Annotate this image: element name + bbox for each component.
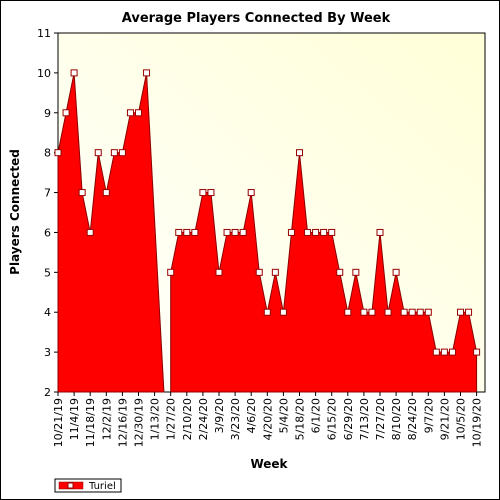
x-tick-label: 6/15/20 bbox=[326, 398, 339, 440]
data-point bbox=[110, 149, 118, 157]
data-point bbox=[384, 308, 392, 316]
data-point bbox=[287, 228, 295, 236]
data-point bbox=[215, 268, 223, 276]
data-point bbox=[457, 308, 464, 316]
area-series-layer bbox=[57, 72, 478, 393]
x-tick-label: 4/6/20 bbox=[245, 398, 258, 433]
data-point bbox=[86, 228, 94, 236]
chart-title: Average Players Connected By Week bbox=[122, 11, 391, 26]
data-point bbox=[408, 308, 416, 316]
y-tick-label: 9 bbox=[44, 107, 51, 120]
data-point bbox=[465, 308, 473, 316]
x-tick-label: 8/10/20 bbox=[390, 398, 403, 440]
data-point bbox=[231, 228, 239, 236]
data-point bbox=[126, 109, 134, 117]
data-point bbox=[239, 228, 247, 236]
x-tick-label: 11/4/19 bbox=[68, 398, 81, 440]
x-tick-label: 4/20/20 bbox=[261, 398, 274, 440]
x-tick-label: 8/24/20 bbox=[406, 398, 419, 440]
x-tick-label: 3/23/20 bbox=[229, 398, 242, 440]
data-point bbox=[473, 348, 481, 356]
y-tick-label: 10 bbox=[37, 67, 51, 80]
data-point bbox=[416, 308, 424, 316]
data-point bbox=[167, 268, 175, 276]
data-point bbox=[183, 228, 191, 236]
x-tick-label: 2/24/20 bbox=[197, 398, 210, 440]
data-point bbox=[352, 268, 360, 276]
x-tick-label: 10/19/20 bbox=[471, 398, 484, 447]
x-tick-label: 12/30/19 bbox=[133, 398, 146, 447]
data-point bbox=[424, 308, 432, 316]
x-tick-label: 10/21/19 bbox=[52, 398, 65, 447]
x-tick-label: 6/29/20 bbox=[342, 398, 355, 440]
data-point bbox=[344, 308, 352, 316]
x-tick-label: 6/1/20 bbox=[310, 398, 323, 433]
data-point bbox=[376, 228, 384, 236]
data-point bbox=[143, 69, 151, 77]
y-tick-label: 3 bbox=[44, 346, 51, 359]
data-point bbox=[102, 189, 110, 197]
x-tick-label: 3/9/20 bbox=[213, 398, 226, 433]
data-point bbox=[279, 308, 287, 316]
data-point bbox=[255, 268, 263, 276]
data-point bbox=[207, 189, 215, 197]
y-axis: 2 3 4 5 6 7 8 9 10 11 bbox=[37, 27, 58, 399]
y-tick-label: 2 bbox=[44, 386, 51, 399]
y-tick-label: 7 bbox=[44, 187, 51, 200]
x-axis-label: Week bbox=[250, 457, 288, 471]
y-axis-label: Players Connected bbox=[8, 149, 22, 275]
x-tick-label: 7/13/20 bbox=[358, 398, 371, 440]
data-point bbox=[94, 149, 102, 157]
data-point bbox=[247, 189, 255, 197]
legend-marker bbox=[67, 482, 74, 489]
data-point bbox=[78, 189, 86, 197]
data-point bbox=[54, 149, 62, 157]
data-point bbox=[62, 109, 70, 117]
x-tick-label: 12/16/19 bbox=[116, 398, 129, 447]
x-tick-label: 2/10/20 bbox=[181, 398, 194, 440]
x-axis: 10/21/19 11/4/19 11/18/19 12/2/19 12/16/19 12… bbox=[52, 392, 484, 447]
data-point bbox=[118, 149, 126, 157]
data-point bbox=[312, 228, 320, 236]
data-point bbox=[440, 348, 448, 356]
data-point bbox=[392, 268, 400, 276]
x-tick-label: 5/18/20 bbox=[294, 398, 307, 440]
data-point bbox=[400, 308, 408, 316]
marker-layer bbox=[54, 69, 481, 356]
data-point bbox=[135, 109, 142, 117]
x-tick-label: 12/2/19 bbox=[100, 398, 113, 440]
y-tick-label: 8 bbox=[44, 147, 51, 160]
data-point bbox=[320, 228, 328, 236]
y-tick-label: 5 bbox=[44, 266, 51, 279]
data-point bbox=[263, 308, 271, 316]
legend: Turiel bbox=[54, 478, 122, 493]
y-tick-label: 4 bbox=[44, 306, 51, 319]
y-tick-label: 6 bbox=[44, 226, 51, 239]
data-point bbox=[296, 149, 303, 157]
x-tick-label: 5/4/20 bbox=[277, 398, 290, 433]
legend-label-turiel: Turiel bbox=[88, 481, 116, 492]
data-point bbox=[432, 348, 440, 356]
data-point bbox=[191, 228, 199, 236]
data-point bbox=[199, 189, 207, 197]
data-point bbox=[360, 308, 368, 316]
x-tick-label: 1/27/20 bbox=[165, 398, 178, 440]
data-point bbox=[368, 308, 376, 316]
x-tick-label: 7/27/20 bbox=[374, 398, 387, 440]
x-tick-label: 9/7/20 bbox=[422, 398, 435, 433]
data-point bbox=[175, 228, 183, 236]
x-tick-label: 9/21/20 bbox=[438, 398, 451, 440]
data-point bbox=[223, 228, 231, 236]
data-point bbox=[304, 228, 312, 236]
data-point bbox=[70, 69, 78, 77]
x-tick-label: 1/13/20 bbox=[149, 398, 162, 440]
data-point bbox=[336, 268, 344, 276]
data-point bbox=[271, 268, 279, 276]
y-tick-label: 11 bbox=[37, 27, 51, 40]
data-point bbox=[448, 348, 456, 356]
data-point bbox=[328, 228, 336, 236]
x-tick-label: 11/18/19 bbox=[84, 398, 97, 447]
x-tick-label: 10/5/20 bbox=[455, 398, 468, 440]
